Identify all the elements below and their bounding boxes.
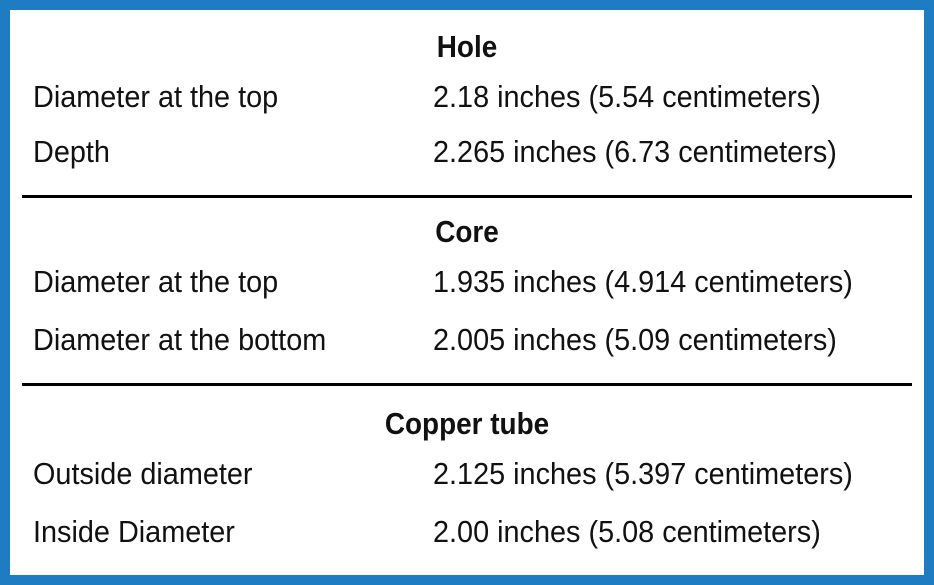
row-label: Diameter at the bottom: [33, 322, 327, 357]
row-label: Depth: [33, 134, 110, 169]
row-label: Diameter at the top: [33, 264, 279, 299]
section-heading: Hole: [436, 29, 498, 64]
row-value: 2.005 inches (5.09 centimeters): [433, 322, 837, 357]
row-value: 2.125 inches (5.397 centimeters): [433, 456, 853, 491]
section-heading: Core: [435, 214, 499, 249]
row-label: Outside diameter: [33, 456, 253, 491]
section-heading: Copper tube: [384, 406, 550, 441]
section-divider: [22, 383, 912, 386]
section-divider: [22, 195, 912, 198]
row-value: 1.935 inches (4.914 centimeters): [433, 264, 853, 299]
row-label: Inside Diameter: [33, 514, 235, 549]
row-value: 2.265 inches (6.73 centimeters): [433, 134, 837, 169]
row-value: 2.00 inches (5.08 centimeters): [433, 514, 821, 549]
row-label: Diameter at the top: [33, 79, 279, 114]
row-value: 2.18 inches (5.54 centimeters): [433, 79, 821, 114]
